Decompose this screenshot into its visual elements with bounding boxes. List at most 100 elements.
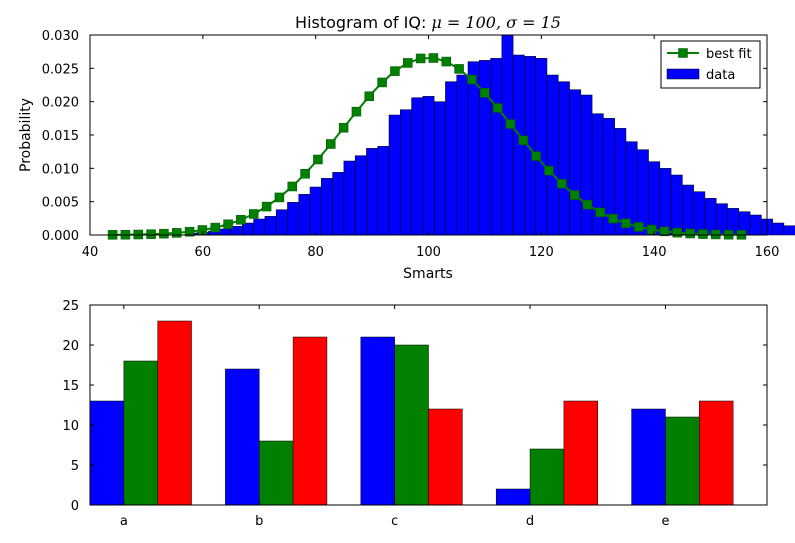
histogram-bar [253, 218, 266, 236]
best-fit-marker [364, 91, 375, 101]
best-fit-marker [492, 103, 503, 113]
histogram-bar [524, 56, 536, 236]
histogram-bar [490, 58, 503, 236]
best-fit-marker [441, 56, 452, 67]
grouped-bar [157, 320, 192, 506]
legend-data-label: data [706, 68, 735, 83]
grouped-bar [495, 488, 531, 506]
best-fit-marker [326, 139, 336, 149]
best-fit-marker [300, 169, 310, 179]
histogram-y-ticks: 0.000 0.005 0.010 0.015 0.020 0.025 0.030 [42, 29, 767, 244]
histogram-bar [411, 97, 424, 236]
best-fit-marker [313, 154, 323, 165]
histogram-title: Histogram of IQ: μ = 100, σ = 15 [295, 13, 561, 32]
x-tick-label: 120 [529, 245, 554, 260]
histogram-bar [388, 114, 401, 236]
legend-box [660, 40, 761, 89]
y-tick-label: 20 [62, 339, 79, 354]
best-fit-marker [415, 53, 426, 64]
histogram-bar [501, 34, 514, 236]
histogram-bars [185, 34, 795, 236]
histogram-bar [467, 61, 480, 236]
y-tick-label: 0.005 [42, 196, 79, 211]
best-fit-marker [351, 106, 362, 117]
best-fit-marker [338, 123, 349, 133]
x-tick-label: 60 [195, 245, 212, 260]
best-fit-marker [518, 135, 529, 146]
histogram-bar [445, 81, 457, 236]
grouped-bar-x-ticks: a b c d e [120, 305, 669, 529]
grouped-bar [563, 400, 599, 506]
grouped-bar [631, 408, 666, 506]
best-fit-marker [146, 229, 156, 239]
x-tick-label: 40 [82, 245, 99, 260]
histogram-bar [219, 228, 232, 236]
histogram-bar [693, 191, 706, 236]
histogram-bar [321, 178, 333, 236]
best-fit-marker [505, 119, 516, 129]
grouped-bar [225, 368, 260, 506]
grouped-bars [89, 320, 734, 506]
y-tick-label: 15 [62, 379, 79, 394]
best-fit-marker [698, 229, 708, 239]
x-tick-label: 100 [416, 245, 441, 260]
y-tick-label: 10 [62, 419, 79, 434]
y-tick-label: 5 [71, 459, 79, 474]
histogram-bar [546, 74, 559, 236]
grouped-bar-axes-frame [89, 304, 768, 506]
histogram-bar [558, 81, 570, 236]
histogram-bar [580, 94, 593, 236]
y-tick-label: 0.025 [42, 62, 79, 77]
category-label: d [526, 514, 534, 529]
grouped-bar [394, 344, 429, 506]
histogram-bar [377, 146, 390, 236]
histogram-bar [479, 60, 491, 236]
histogram-bar [400, 109, 412, 236]
best-fit-marker [287, 181, 298, 192]
grouped-bar [292, 336, 328, 506]
histogram-bar [354, 155, 367, 236]
grouped-bar [259, 440, 294, 506]
grouped-bar-subplot: a b c d e 0 5 10 15 20 25 [62, 299, 768, 529]
best-fit-marker [159, 228, 169, 239]
legend: best fit data [660, 40, 761, 89]
histogram-bar [309, 186, 322, 236]
legend-data-patch [666, 68, 700, 80]
histogram-title-text: Histogram of IQ: [295, 13, 431, 32]
histogram-bar [783, 225, 795, 236]
y-tick-label: 0.000 [42, 229, 79, 244]
best-fit-marker [480, 88, 490, 98]
histogram-bar [366, 148, 378, 236]
histogram-bar [682, 184, 694, 236]
histogram-subplot: Histogram of IQ: μ = 100, σ = 15 40 60 80 1… [18, 13, 795, 282]
best-fit-marker [569, 190, 580, 200]
grouped-bar-y-ticks: 0 5 10 15 20 25 [62, 299, 767, 514]
best-fit-marker [659, 226, 670, 237]
legend-best-fit-label: best fit [706, 47, 752, 62]
histogram-bar [264, 216, 277, 236]
histogram-title-math: μ = 100, σ = 15 [431, 13, 561, 32]
y-tick-label: 0.020 [42, 96, 79, 111]
best-fit-marker [274, 192, 285, 203]
grouped-bar [665, 416, 700, 506]
best-fit-marker [248, 209, 259, 219]
best-fit-marker [171, 228, 182, 238]
category-label: a [120, 514, 128, 529]
grouped-bar [123, 360, 158, 506]
grouped-bar [699, 400, 734, 506]
best-fit-marker [223, 219, 233, 230]
best-fit-marker [428, 53, 439, 63]
best-fit-marker [210, 222, 220, 233]
histogram-bar [275, 209, 288, 236]
best-fit-marker [531, 151, 541, 161]
best-fit-marker [184, 226, 195, 237]
x-tick-label: 140 [642, 245, 667, 260]
best-fit-marker [582, 199, 593, 210]
best-fit-marker [621, 218, 631, 229]
histogram-x-axis-label: Smarts [403, 266, 453, 282]
y-tick-label: 0.015 [42, 129, 79, 144]
best-fit-marker [544, 165, 554, 176]
best-fit-marker [672, 227, 683, 238]
y-tick-label: 0.030 [42, 29, 79, 44]
